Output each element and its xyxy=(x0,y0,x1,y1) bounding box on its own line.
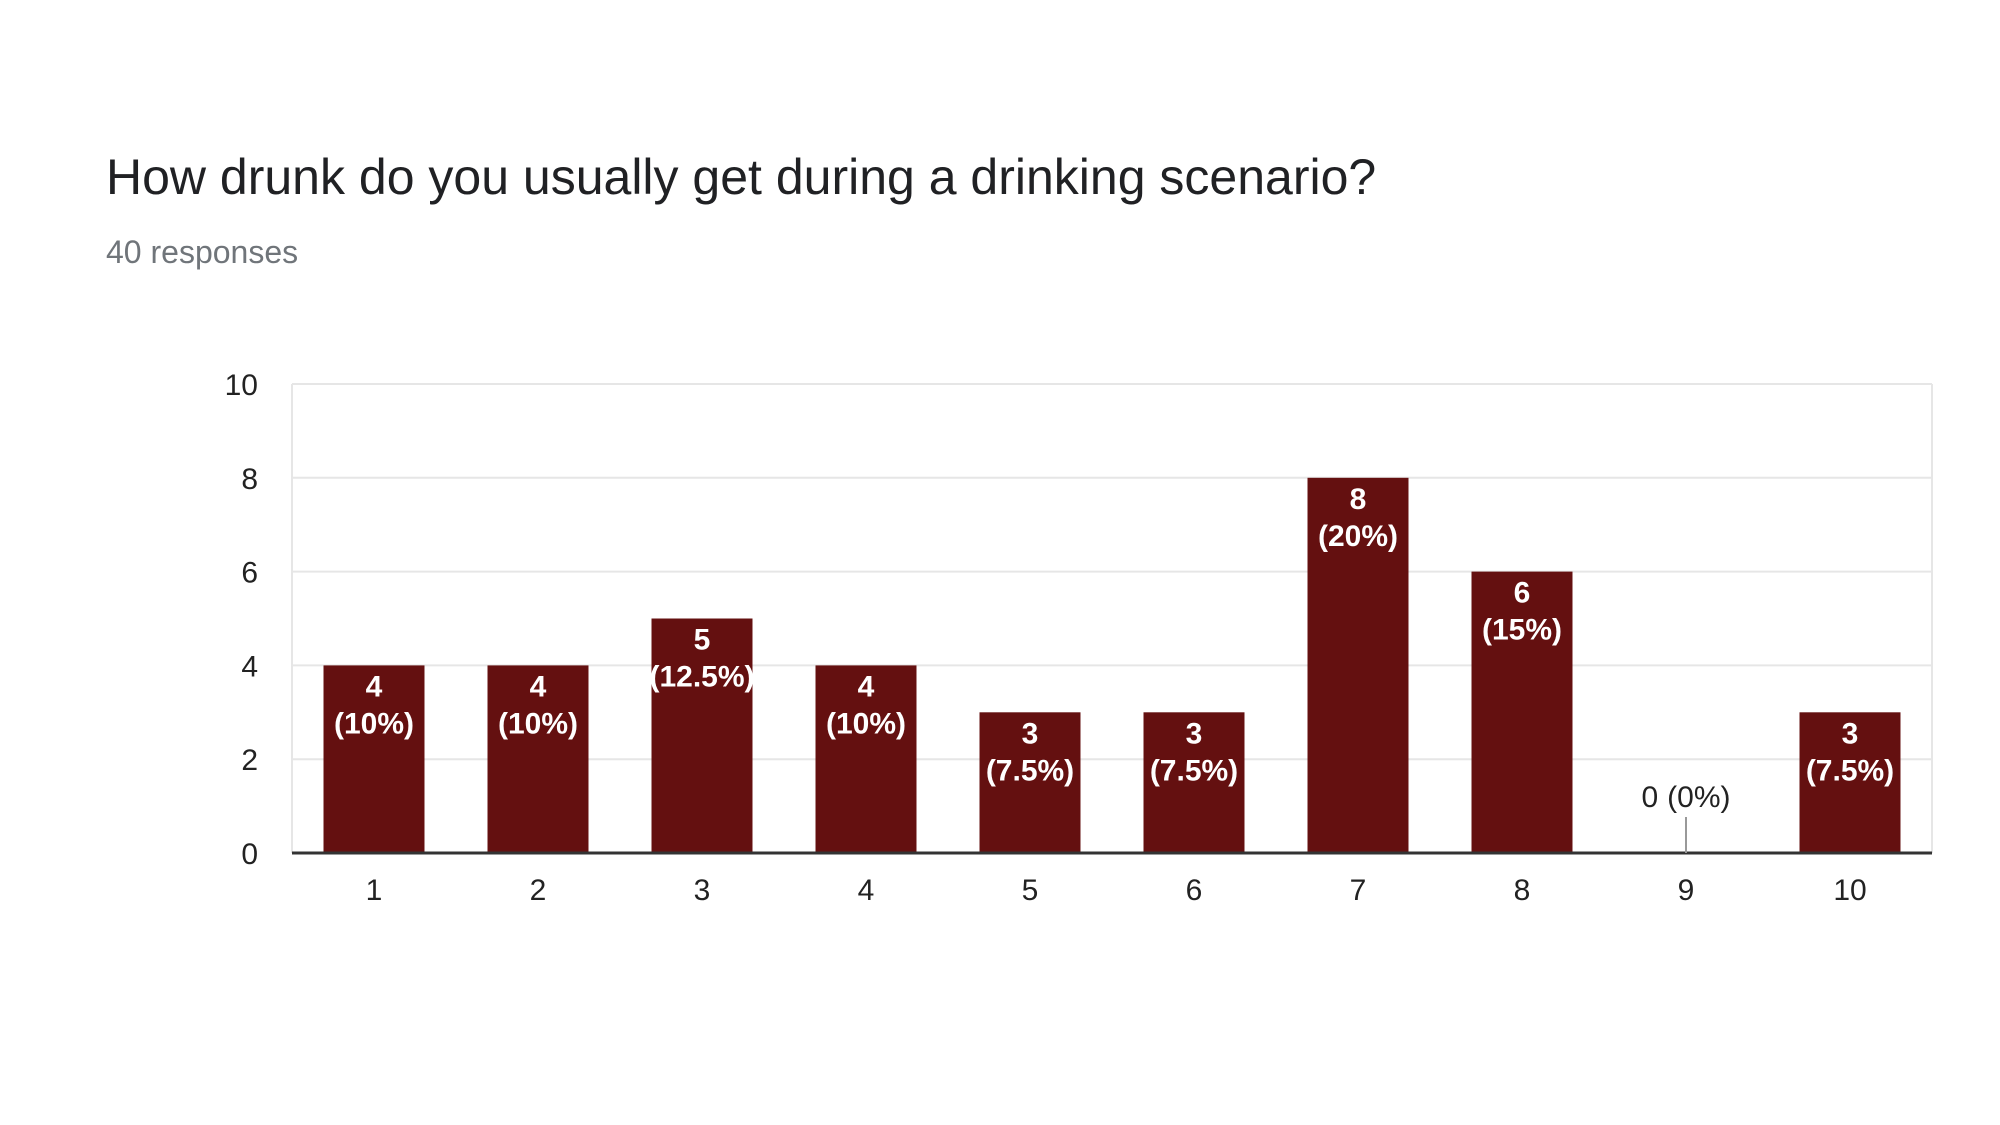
bar-outside-label: 0 (0%) xyxy=(1641,781,1730,814)
bar xyxy=(1799,712,1901,853)
bar-value-label: 3 xyxy=(1186,717,1203,750)
data-labels: 4 (10%) 4 (10%) 5 (12.5%) 4 (10%) 3 (7.5%) 3 (7.5%)… xyxy=(334,483,1894,853)
bar-value-label: 3 xyxy=(1842,717,1859,750)
y-tick-label: 8 xyxy=(241,463,258,496)
x-tick-label: 6 xyxy=(1186,874,1203,907)
bar-percent-label: (15%) xyxy=(1482,614,1562,647)
x-tick-label: 10 xyxy=(1833,874,1866,907)
bar-percent-label: (7.5%) xyxy=(986,754,1074,787)
bar xyxy=(487,665,589,853)
bars xyxy=(323,477,1901,853)
bar-percent-label: (10%) xyxy=(498,707,578,740)
x-tick-label: 2 xyxy=(530,874,547,907)
x-tick-label: 5 xyxy=(1022,874,1039,907)
bar-value-label: 6 xyxy=(1514,577,1531,610)
y-tick-label: 0 xyxy=(241,838,258,871)
bar-percent-label: (12.5%) xyxy=(649,661,754,694)
x-tick-label: 1 xyxy=(366,874,383,907)
x-tick-label: 3 xyxy=(694,874,711,907)
bar-value-label: 4 xyxy=(366,670,383,703)
bar-value-label: 8 xyxy=(1350,483,1367,516)
bar-value-label: 4 xyxy=(530,670,547,703)
bar-value-label: 3 xyxy=(1022,717,1039,750)
x-tick-label: 4 xyxy=(858,874,875,907)
y-tick-label: 2 xyxy=(241,744,258,777)
bar-percent-label: (0%) xyxy=(1667,781,1730,814)
y-tick-label: 4 xyxy=(241,650,258,683)
bar-value-label: 0 xyxy=(1641,781,1658,814)
bar-value-label: 5 xyxy=(694,624,711,657)
response-count: 40 responses xyxy=(106,234,299,270)
bar xyxy=(1307,477,1409,853)
bar-value-label: 4 xyxy=(858,670,875,703)
bar-percent-label: (10%) xyxy=(826,707,906,740)
y-tick-label: 6 xyxy=(241,557,258,590)
bar xyxy=(815,665,917,853)
bar-percent-label: (7.5%) xyxy=(1806,754,1894,787)
x-tick-label: 9 xyxy=(1678,874,1695,907)
x-tick-label: 8 xyxy=(1514,874,1531,907)
bar-percent-label: (7.5%) xyxy=(1150,754,1238,787)
y-tick-label: 10 xyxy=(225,369,258,402)
bar xyxy=(1143,712,1245,853)
bar-percent-label: (20%) xyxy=(1318,520,1398,553)
bar xyxy=(651,618,753,853)
question-title: How drunk do you usually get during a dr… xyxy=(106,149,1377,205)
bar xyxy=(979,712,1081,853)
bar xyxy=(323,665,425,853)
x-tick-label: 7 xyxy=(1350,874,1367,907)
bar xyxy=(1471,571,1573,853)
bar-percent-label: (10%) xyxy=(334,707,414,740)
